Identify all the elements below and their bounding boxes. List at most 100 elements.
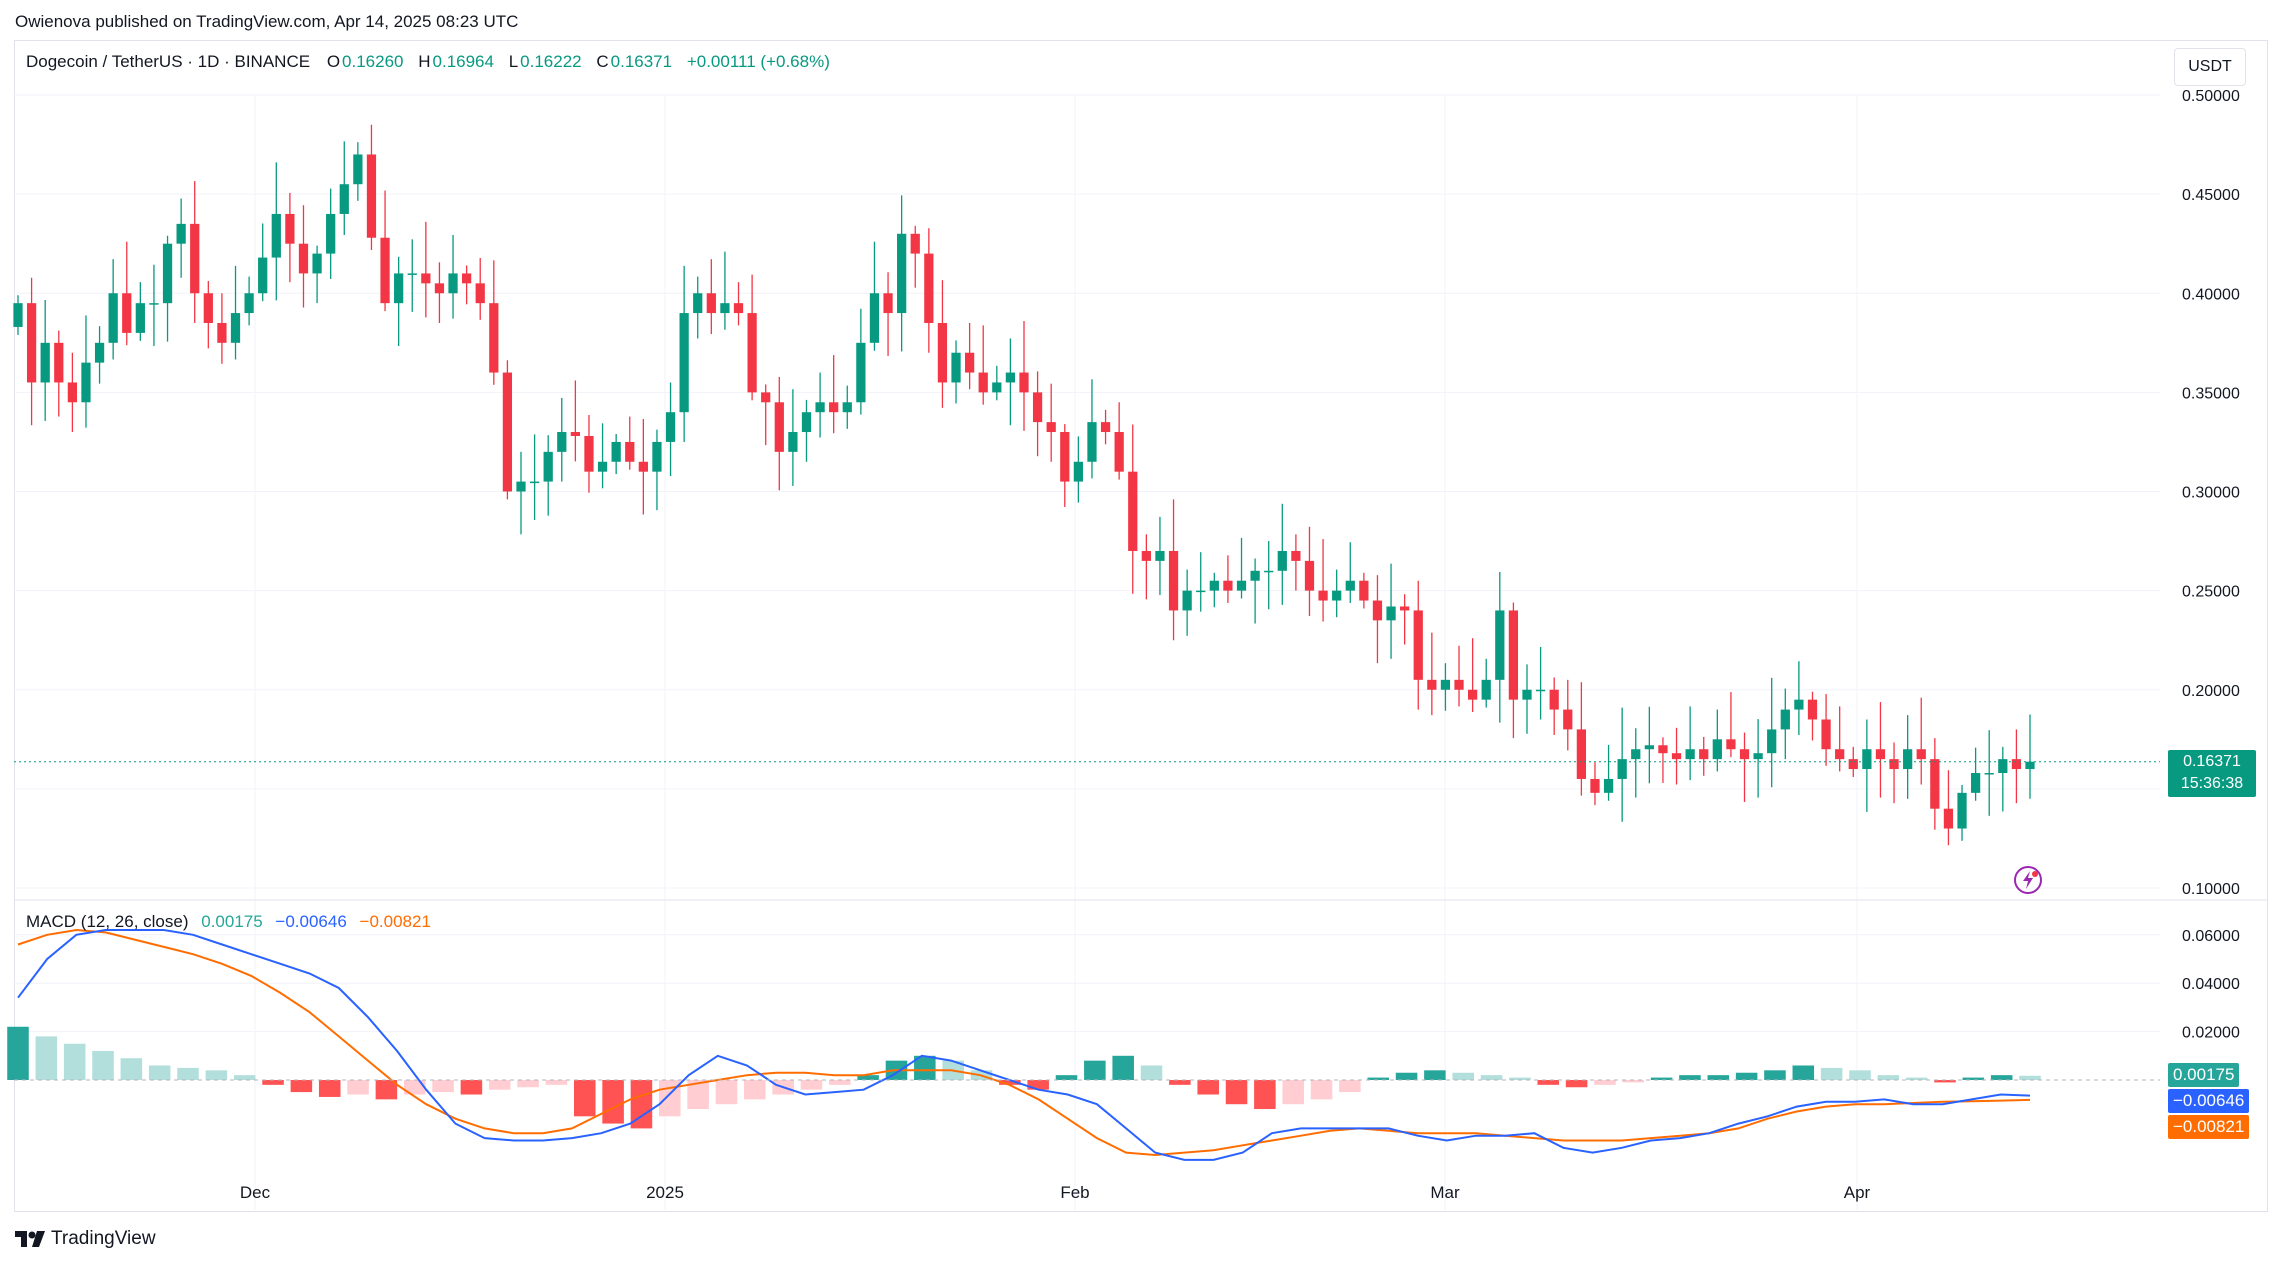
macd-histogram-bar: [205, 1070, 228, 1080]
close-label: C: [596, 52, 609, 71]
low-label: L: [508, 52, 519, 71]
candle-body: [421, 273, 431, 284]
candle-body: [1821, 719, 1831, 750]
macd-histogram-bar: [7, 1026, 29, 1080]
macd-title[interactable]: MACD (12, 26, close): [26, 912, 189, 931]
macd-histogram-bar: [1849, 1070, 1871, 1080]
candle-body: [611, 441, 621, 462]
candles: [13, 124, 2035, 846]
macd-histogram-bar: [800, 1080, 823, 1090]
chart-frame: [14, 40, 2268, 1212]
candle-body: [1957, 792, 1967, 829]
price-tick-label: 0.35000: [2182, 385, 2240, 402]
macd-tick-label: 0.04000: [2182, 976, 2240, 993]
candle-body: [298, 243, 309, 274]
candle-body: [1073, 461, 1084, 482]
macd-histogram-bar: [1537, 1080, 1560, 1085]
macd-histogram-bar: [1509, 1077, 1531, 1080]
macd-grid: [14, 934, 2160, 1033]
candle-body: [489, 303, 499, 373]
candle-body: [964, 352, 975, 373]
macd-histogram-bar: [375, 1080, 398, 1100]
macd-histogram-bar: [488, 1080, 511, 1090]
macd-histogram-bar: [92, 1050, 114, 1080]
symbol-legend[interactable]: Dogecoin / TetherUS · 1D · BINANCE O 0.16…: [26, 52, 840, 72]
candle-body: [829, 402, 839, 413]
macd-histogram-bar: [1962, 1077, 1985, 1080]
candle-body: [108, 293, 118, 343]
candle-body: [1304, 560, 1315, 591]
candle-body: [1223, 580, 1233, 591]
macd-legend[interactable]: MACD (12, 26, close) 0.00175 −0.00646 −0…: [26, 912, 431, 932]
candle-body: [2011, 759, 2022, 770]
candle-body: [516, 481, 526, 492]
candle-body: [1522, 689, 1532, 700]
candle-body: [1277, 550, 1287, 571]
macd-histogram-bar: [1820, 1067, 1843, 1080]
macd-histogram-bar: [1565, 1080, 1588, 1088]
macd-histogram-bar: [914, 1055, 936, 1080]
candle-body: [244, 293, 254, 314]
time-tick-label: Feb: [1060, 1183, 1089, 1202]
candle-body: [1100, 422, 1111, 433]
currency-button[interactable]: USDT: [2174, 48, 2246, 86]
candle-body: [1848, 759, 1858, 770]
tradingview-logo[interactable]: TradingView: [15, 1228, 156, 1250]
macd-histogram-bar: [1197, 1080, 1219, 1095]
candle-body: [1454, 679, 1464, 690]
macd-histogram-bar: [1367, 1077, 1389, 1080]
candle-body: [1209, 580, 1219, 591]
candle-body: [40, 342, 50, 383]
candle-body: [761, 392, 771, 403]
lightning-icon[interactable]: [2013, 865, 2043, 895]
candle-body: [1114, 432, 1124, 472]
candle-body: [1903, 749, 1913, 770]
candle-body: [2025, 761, 2035, 770]
candle-body: [475, 283, 485, 304]
macd-histogram-bar: [687, 1080, 709, 1110]
macd-histogram-bar: [1424, 1070, 1446, 1080]
candle-body: [529, 481, 540, 484]
candle-body: [815, 402, 825, 413]
candle-body: [1889, 759, 1899, 770]
candle-body: [285, 213, 295, 244]
macd-histogram-bar: [403, 1080, 426, 1095]
candle-body: [394, 273, 404, 304]
candle-body: [1400, 606, 1410, 611]
macd-histogram-bar: [545, 1080, 568, 1085]
macd-histogram-bar: [573, 1080, 596, 1117]
candle-body: [1603, 778, 1614, 793]
candle-body: [1495, 610, 1505, 680]
symbol-name[interactable]: Dogecoin / TetherUS · 1D · BINANCE: [26, 52, 311, 71]
candle-body: [625, 441, 635, 462]
macd-hist-tag: 0.00175: [2168, 1063, 2240, 1087]
macd-histogram-bar: [1622, 1080, 1645, 1083]
macd-value-tag: −0.00646: [2168, 1089, 2250, 1113]
candle-body: [570, 432, 581, 436]
candle-body: [1726, 739, 1736, 750]
change-value: +0.00111 (+0.68%): [686, 52, 830, 71]
candle-body: [1753, 753, 1763, 760]
macd-histogram-bar: [1905, 1077, 1928, 1080]
macd-tick-label: 0.02000: [2182, 1025, 2240, 1042]
candle-body: [1685, 749, 1695, 760]
macd-histogram-bar: [148, 1065, 171, 1080]
macd-hist-value: 0.00175: [201, 912, 263, 931]
macd-histogram-bar: [1480, 1075, 1503, 1080]
candle-body: [706, 293, 716, 314]
macd-histogram-bar: [262, 1080, 284, 1085]
candle-body: [1631, 749, 1641, 760]
price-tick-label: 0.45000: [2182, 187, 2240, 204]
macd-histogram-bar: [517, 1080, 539, 1088]
candle-body: [1019, 372, 1029, 393]
candle-body: [380, 237, 390, 304]
candle-body: [1345, 580, 1355, 591]
candle-body: [1780, 709, 1790, 730]
candle-body: [1332, 590, 1342, 601]
candle-body: [271, 213, 281, 258]
candle-body: [1794, 699, 1804, 710]
candle-body: [149, 303, 159, 305]
candle-body: [1155, 550, 1165, 561]
macd-histogram-bar: [1027, 1080, 1049, 1090]
